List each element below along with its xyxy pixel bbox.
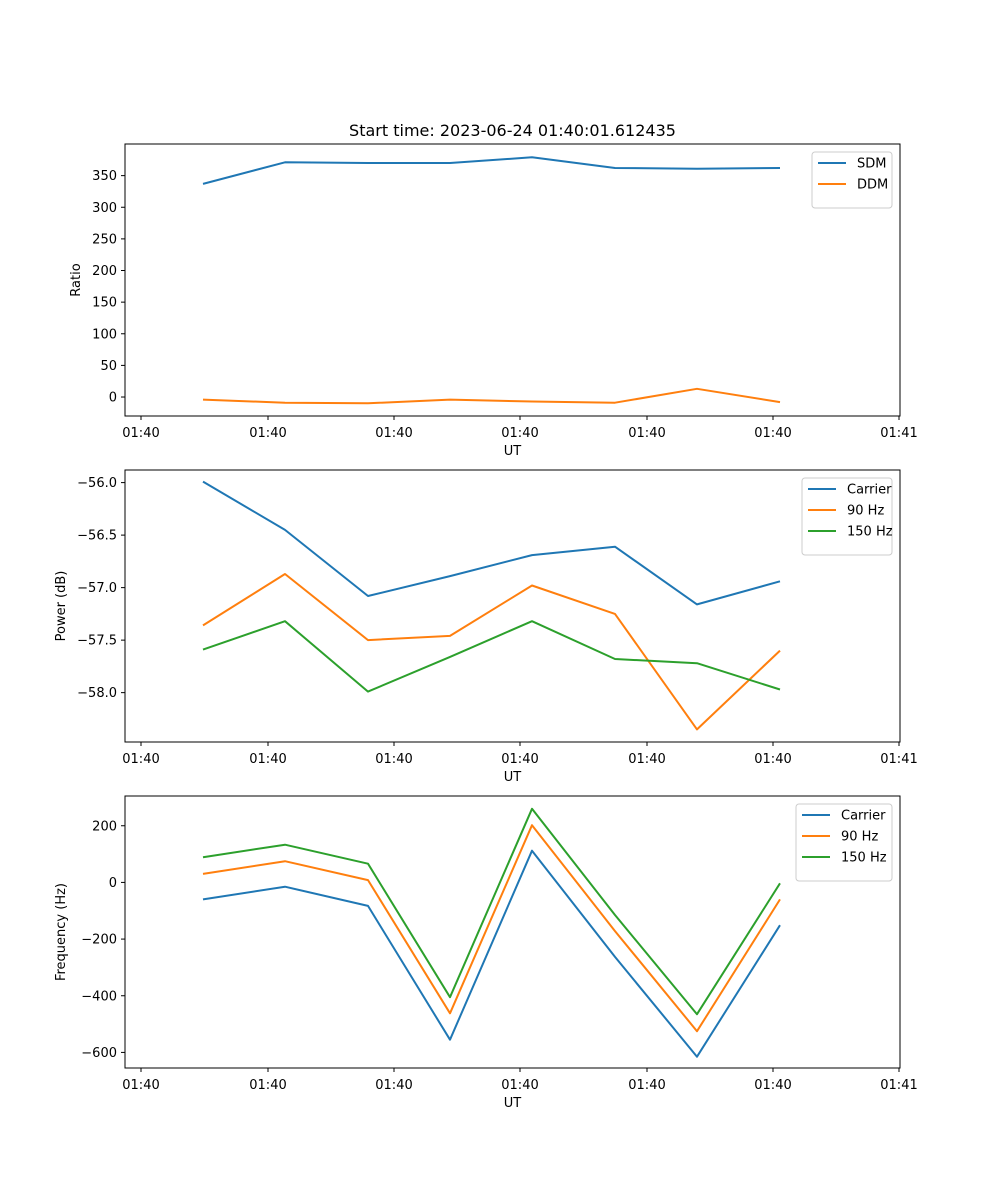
series-line-ddm	[202, 387, 781, 405]
y-tick-label: 0	[109, 391, 117, 406]
axes-frame	[124, 469, 901, 743]
series-line-carrier	[202, 480, 781, 606]
x-tick-label: 01:40	[375, 426, 412, 441]
y-tick-label: −200	[81, 933, 117, 948]
y-axis-label: Ratio	[69, 263, 84, 296]
y-tick-label: −600	[81, 1046, 117, 1061]
legend-label: DDM	[857, 178, 888, 193]
charts: 01:40 01:40 01:40 01:40 01:40 01:40 01:41 0 50 10…	[54, 121, 918, 1111]
series-line-90-hz	[202, 824, 781, 1033]
series-line-carrier	[202, 849, 781, 1058]
y-tick-label: 200	[92, 819, 117, 834]
x-tick-label: 01:40	[628, 752, 665, 767]
x-axis-label: UT	[504, 770, 522, 785]
y-tick-label: −58.0	[77, 686, 117, 701]
x-tick-label: 01:40	[754, 426, 791, 441]
y-axis-label: Power (dB)	[54, 571, 69, 642]
series-line-150-hz	[202, 807, 781, 1016]
legend-label: 150 Hz	[847, 525, 893, 540]
x-tick-label: 01:40	[122, 752, 159, 767]
x-tick-label: 01:40	[754, 752, 791, 767]
chart-title: Start time: 2023-06-24 01:40:01.612435	[349, 121, 676, 140]
legend-label: 90 Hz	[847, 504, 884, 519]
legend-label: Carrier	[841, 809, 886, 824]
y-tick-label: 50	[100, 359, 117, 374]
chart-1: 01:40 01:40 01:40 01:40 01:40 01:40 01:41 0 50 10…	[69, 121, 918, 459]
x-tick-label: 01:40	[628, 1078, 665, 1093]
chart-3: 01:40 01:40 01:40 01:40 01:40 01:40 01:41 200 0 −…	[54, 795, 918, 1111]
y-tick-label: 100	[92, 327, 117, 342]
x-tick-label: 01:40	[501, 1078, 538, 1093]
y-tick-label: 150	[92, 296, 117, 311]
x-tick-label: 01:40	[249, 426, 286, 441]
y-tick-label: 250	[92, 232, 117, 247]
y-tick-label: −57.0	[77, 581, 117, 596]
y-tick-label: −56.5	[77, 529, 117, 544]
chart-2: 01:40 01:40 01:40 01:40 01:40 01:40 01:41 −56.0…	[54, 469, 918, 785]
series-line-90-hz	[202, 573, 781, 731]
x-tick-label: 01:40	[375, 752, 412, 767]
legend-label: 150 Hz	[841, 851, 887, 866]
y-tick-label: 350	[92, 169, 117, 184]
series-line-150-hz	[202, 620, 781, 693]
x-tick-label: 01:40	[501, 426, 538, 441]
y-tick-label: −56.0	[77, 476, 117, 491]
legend: Carrier 90 Hz 150 Hz	[795, 803, 893, 882]
y-axis-label: Frequency (Hz)	[54, 883, 69, 981]
x-tick-label: 01:41	[880, 752, 917, 767]
legend: Carrier 90 Hz 150 Hz	[801, 477, 893, 556]
x-tick-label: 01:40	[754, 1078, 791, 1093]
axes-frame	[124, 143, 901, 417]
x-tick-label: 01:40	[501, 752, 538, 767]
y-tick-label: −57.5	[77, 634, 117, 649]
y-tick-label: 0	[109, 876, 117, 891]
legend-frame	[795, 803, 893, 882]
x-tick-label: 01:40	[375, 1078, 412, 1093]
legend-frame	[811, 151, 893, 209]
x-tick-label: 01:40	[628, 426, 665, 441]
x-axis-label: UT	[504, 1096, 522, 1111]
x-tick-label: 01:40	[122, 426, 159, 441]
axes-frame	[124, 795, 901, 1069]
y-tick-label: 200	[92, 264, 117, 279]
legend-label: Carrier	[847, 483, 892, 498]
legend-label: SDM	[857, 157, 886, 172]
legend: SDM DDM	[811, 151, 893, 209]
legend-frame	[801, 477, 893, 556]
y-tick-label: −400	[81, 989, 117, 1004]
x-tick-label: 01:40	[249, 1078, 286, 1093]
x-axis-label: UT	[504, 444, 522, 459]
x-tick-label: 01:40	[249, 752, 286, 767]
series-line-sdm	[202, 156, 781, 185]
legend-label: 90 Hz	[841, 830, 878, 845]
x-tick-label: 01:41	[880, 1078, 917, 1093]
y-tick-label: 300	[92, 201, 117, 216]
x-tick-label: 01:41	[880, 426, 917, 441]
x-tick-label: 01:40	[122, 1078, 159, 1093]
